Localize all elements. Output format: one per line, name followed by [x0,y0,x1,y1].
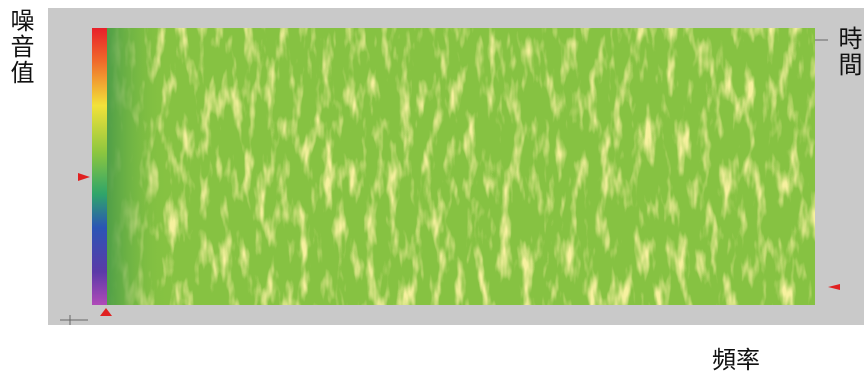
page: 噪音值 時間 頻率 (() => { const data = JSON.par… [6,8,864,374]
right-axis-label: 時間 [834,26,862,78]
spectrogram-edge [107,28,167,305]
time-marker [828,284,840,290]
x-axis-label: 頻率 [712,346,760,374]
spectrogram-view [48,8,864,325]
level-marker [78,173,90,181]
color-bar [92,28,107,305]
start-marker [100,308,112,316]
y-axis-label: 噪音值 [6,8,34,86]
spectrogram-texture [107,28,815,305]
